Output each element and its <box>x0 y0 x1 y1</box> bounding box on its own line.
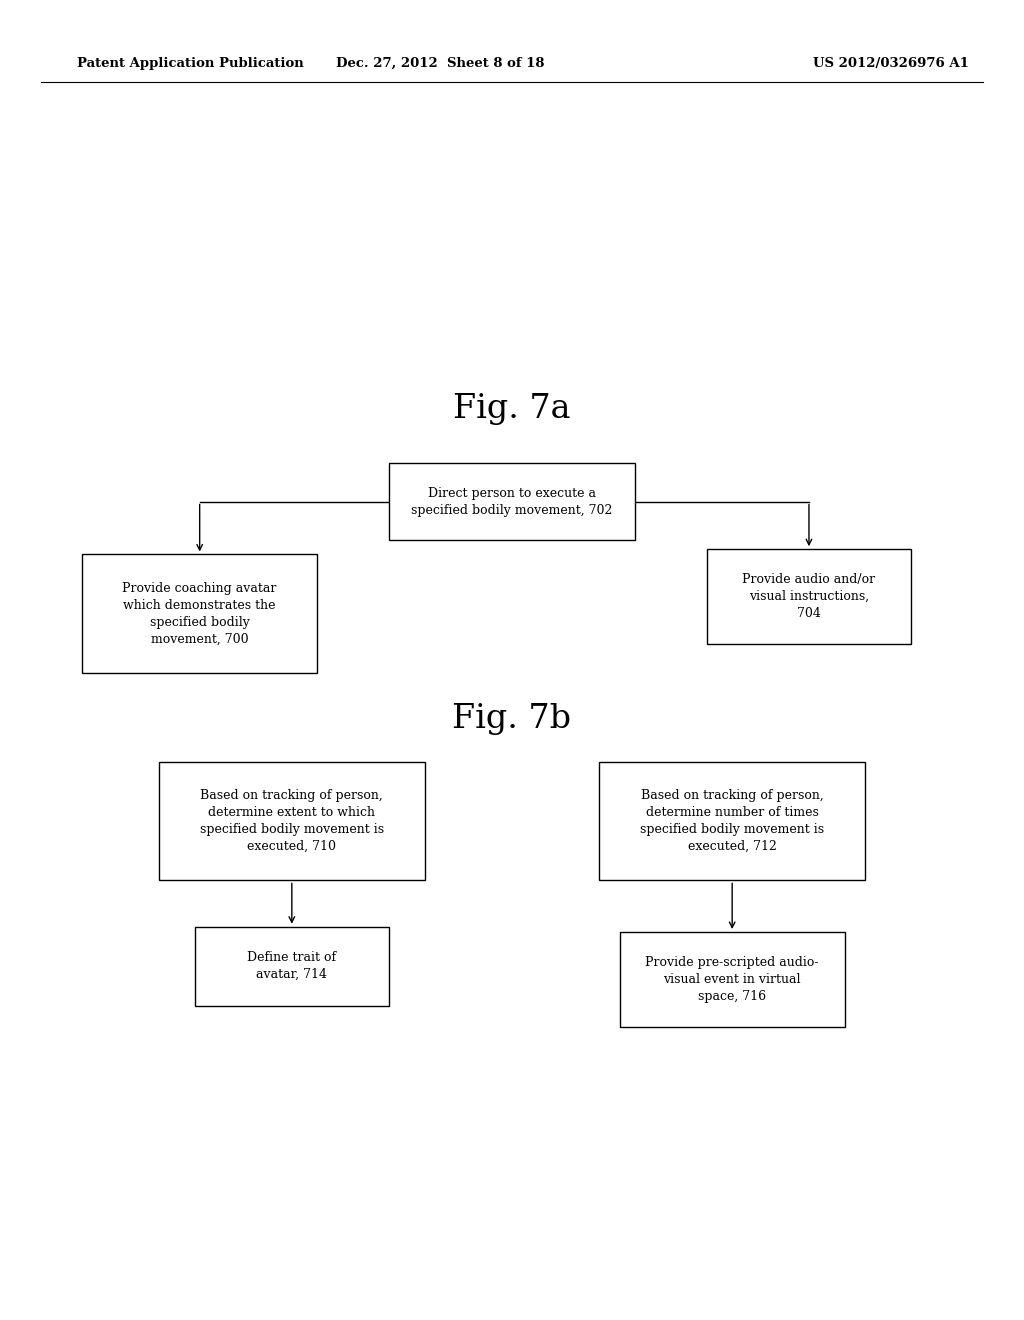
Text: Based on tracking of person,
determine extent to which
specified bodily movement: Based on tracking of person, determine e… <box>200 789 384 853</box>
Text: Direct person to execute a
specified bodily movement, 702: Direct person to execute a specified bod… <box>412 487 612 516</box>
Text: Fig. 7b: Fig. 7b <box>453 704 571 735</box>
Text: Provide audio and/or
visual instructions,
704: Provide audio and/or visual instructions… <box>742 573 876 620</box>
FancyBboxPatch shape <box>159 762 425 880</box>
Text: Provide pre-scripted audio-
visual event in virtual
space, 716: Provide pre-scripted audio- visual event… <box>645 956 819 1003</box>
Text: Fig. 7a: Fig. 7a <box>454 393 570 425</box>
FancyBboxPatch shape <box>82 554 317 673</box>
Text: US 2012/0326976 A1: US 2012/0326976 A1 <box>813 57 969 70</box>
Text: Define trait of
avatar, 714: Define trait of avatar, 714 <box>247 952 337 981</box>
Text: Dec. 27, 2012  Sheet 8 of 18: Dec. 27, 2012 Sheet 8 of 18 <box>336 57 545 70</box>
FancyBboxPatch shape <box>707 549 911 644</box>
FancyBboxPatch shape <box>620 932 845 1027</box>
FancyBboxPatch shape <box>195 927 389 1006</box>
FancyBboxPatch shape <box>389 463 635 540</box>
Text: Patent Application Publication: Patent Application Publication <box>77 57 303 70</box>
Text: Based on tracking of person,
determine number of times
specified bodily movement: Based on tracking of person, determine n… <box>640 789 824 853</box>
Text: Provide coaching avatar
which demonstrates the
specified bodily
movement, 700: Provide coaching avatar which demonstrat… <box>123 582 276 645</box>
FancyBboxPatch shape <box>599 762 865 880</box>
